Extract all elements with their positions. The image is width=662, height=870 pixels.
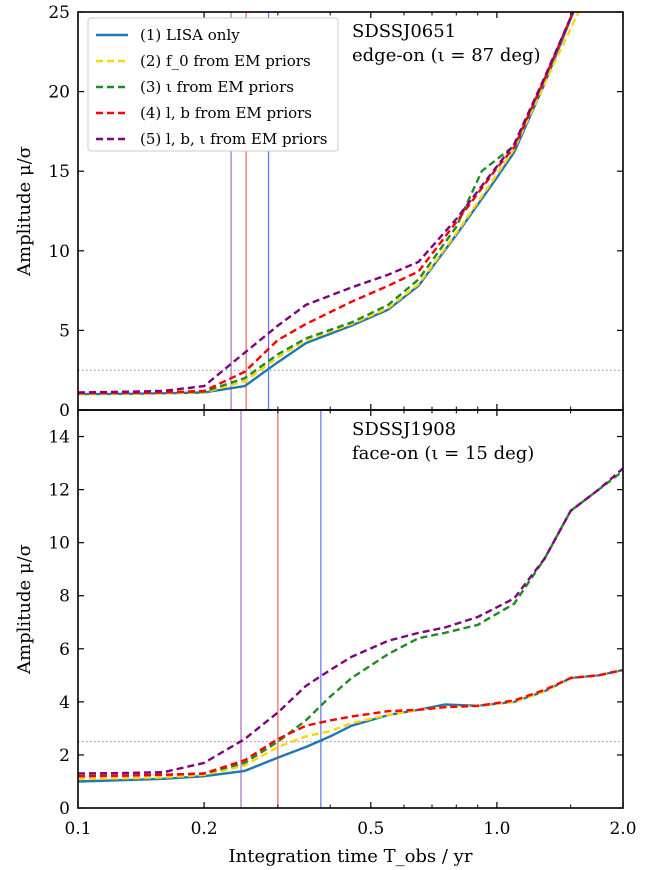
panel1-series-5-line xyxy=(78,12,575,394)
xtick-label: 0.1 xyxy=(64,819,91,839)
panel1-title: SDSSJ0651 xyxy=(352,21,456,42)
panel2-series-1-line xyxy=(78,668,623,783)
panel1-subtitle: edge-on (ι = 87 deg) xyxy=(352,45,541,66)
panel2-ytick-label: 4 xyxy=(59,693,70,713)
panel1-ytick-label: 0 xyxy=(59,401,70,421)
panel2-series-2-line xyxy=(78,668,623,780)
panel2-ytick-label: 2 xyxy=(59,746,70,766)
panel2-title: SDSSJ1908 xyxy=(352,419,456,440)
panel2-series-4-line xyxy=(78,668,623,778)
panel2-ytick-label: 14 xyxy=(48,428,70,448)
xtick-label: 1.0 xyxy=(483,819,510,839)
legend-label-1: (1) LISA only xyxy=(140,26,240,44)
legend-label-5: (5) l, b, ι from EM priors xyxy=(140,130,327,148)
panel2-ytick-label: 6 xyxy=(59,640,70,660)
panel1-ytick-label: 5 xyxy=(59,321,70,341)
panel2-series-3-line xyxy=(78,470,623,778)
xtick-label: 0.5 xyxy=(357,819,384,839)
xtick-label: 2.0 xyxy=(609,819,636,839)
legend-label-2: (2) f_0 from EM priors xyxy=(140,52,311,70)
x-axis-label: Integration time T_obs / yr xyxy=(229,846,473,867)
panel1-ytick-label: 10 xyxy=(48,242,70,262)
panel1-ylabel: Amplitude μ/σ xyxy=(14,146,35,277)
panel2-ytick-label: 8 xyxy=(59,587,70,607)
legend-box xyxy=(87,17,339,152)
panel2-subtitle: face-on (ι = 15 deg) xyxy=(352,443,534,464)
panel2-ytick-label: 10 xyxy=(48,534,70,554)
panel1-ytick-label: 25 xyxy=(48,3,70,23)
legend-label-4: (4) l, b from EM priors xyxy=(140,104,312,122)
panel1-ytick-label: 15 xyxy=(48,162,70,182)
panel2-ytick-label: 0 xyxy=(59,799,70,819)
panel2-ytick-label: 12 xyxy=(48,481,70,501)
legend-label-3: (3) ι from EM priors xyxy=(140,78,294,96)
panel2-ylabel: Amplitude μ/σ xyxy=(14,544,35,675)
panel2-series-5-line xyxy=(78,467,623,775)
panel1-series-4-line xyxy=(78,12,575,395)
panel2-frame xyxy=(77,409,624,809)
xtick-label: 0.2 xyxy=(191,819,218,839)
panel1-ytick-label: 20 xyxy=(48,83,70,103)
